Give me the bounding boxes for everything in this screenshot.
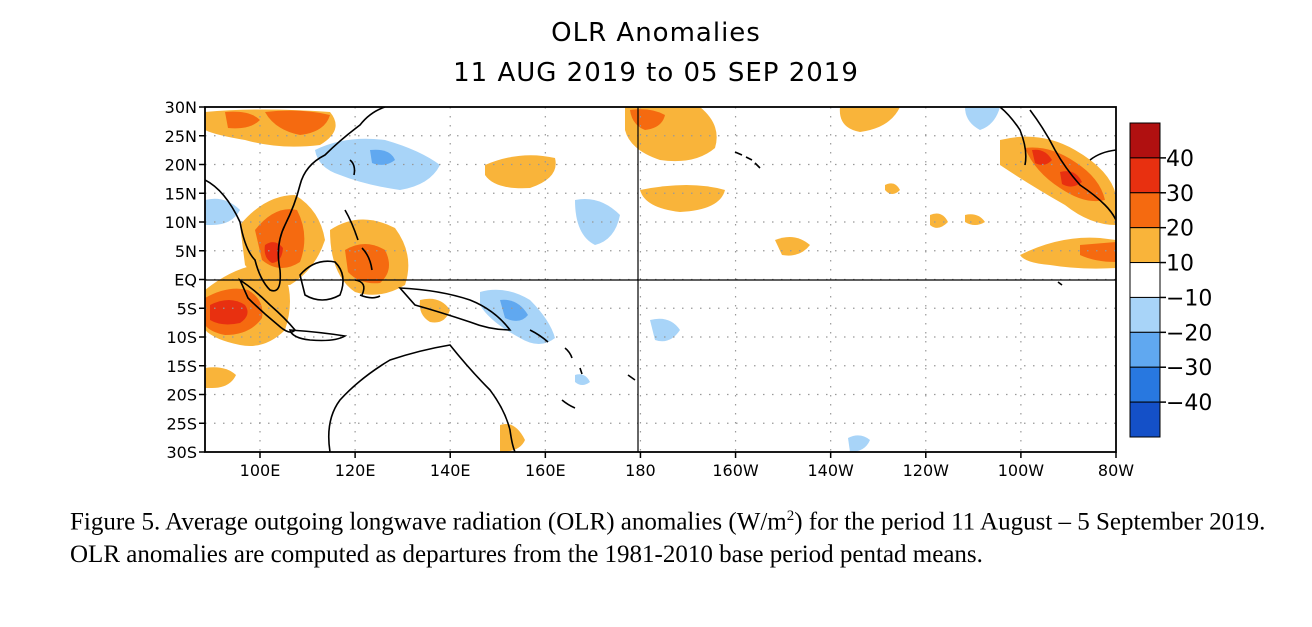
lat-tick-label: 25S xyxy=(166,414,197,433)
lon-tick-label: 140W xyxy=(807,461,854,480)
lon-tick-label: 160E xyxy=(525,461,566,480)
anomaly-positive-region xyxy=(1032,149,1052,165)
lat-tick-label: 30S xyxy=(166,443,197,462)
colorbar-swatch xyxy=(1129,192,1161,229)
map-title: OLR Anomalies xyxy=(551,18,761,48)
lat-tick-label: 20N xyxy=(165,156,197,175)
colorbar-label: 20 xyxy=(1166,217,1194,242)
longitude-axis: 100E 120E 140E 160E 180 160W 140W 120W 100W 80W xyxy=(240,452,1134,480)
lon-tick-label: 180 xyxy=(625,461,656,480)
anomaly-negative-region xyxy=(370,149,395,165)
colorbar-label: 30 xyxy=(1166,182,1194,207)
anomaly-negative-region xyxy=(965,107,1000,130)
olr-anomaly-map: 30N 25N 20N 15N 10N 5N EQ 5S 10S 15S 20S 25S 30S 100… xyxy=(165,98,1213,480)
lat-tick-label: 5S xyxy=(177,299,197,318)
caption-text-2: ) for the period 11 August – 5 September… xyxy=(70,508,1266,569)
colorbar: 40 30 20 10 −10 −20 −30 −40 xyxy=(1129,122,1212,438)
anomaly-positive-region xyxy=(965,214,985,225)
anomaly-positive-region xyxy=(839,107,900,132)
anomaly-positive-region xyxy=(210,300,248,325)
colorbar-swatch xyxy=(1129,262,1161,298)
colorbar-label: −30 xyxy=(1166,356,1212,381)
coastlines xyxy=(205,107,1116,452)
colorbar-swatch xyxy=(1129,296,1161,333)
anomaly-negative-region xyxy=(575,374,590,385)
lon-tick-label: 120W xyxy=(903,461,950,480)
anomaly-positive-region xyxy=(775,236,810,256)
lat-tick-label: 25N xyxy=(165,127,197,146)
colorbar-label: 10 xyxy=(1166,252,1194,277)
latitude-axis: 30N 25N 20N 15N 10N 5N EQ 5S 10S 15S 20S 25S 30S xyxy=(165,98,205,462)
lon-tick-label: 100W xyxy=(998,461,1045,480)
lat-tick-label: 5N xyxy=(175,242,197,261)
colorbar-swatch xyxy=(1129,227,1161,264)
anomaly-positive-region xyxy=(485,155,556,189)
anomaly-positive-region xyxy=(345,244,389,284)
lon-tick-label: 100E xyxy=(240,461,281,480)
lat-tick-label: 15N xyxy=(165,184,197,203)
anomaly-negative-region xyxy=(575,199,620,245)
lat-tick-label: 15S xyxy=(166,357,197,376)
lat-tick-label: 10S xyxy=(166,328,197,347)
lat-tick-label: 10N xyxy=(165,213,197,232)
colorbar-swatch xyxy=(1129,366,1161,403)
lon-tick-label: 120E xyxy=(335,461,376,480)
anomaly-positive-region xyxy=(640,185,725,212)
anomaly-positive-region xyxy=(885,183,900,194)
colorbar-label: 40 xyxy=(1166,147,1194,172)
colorbar-label: −20 xyxy=(1166,321,1212,346)
caption-text-1: Figure 5. Average outgoing longwave radi… xyxy=(70,508,787,536)
colorbar-swatch xyxy=(1129,122,1161,159)
anomaly-positive-region xyxy=(205,367,236,388)
colorbar-label: −40 xyxy=(1166,391,1212,416)
anomaly-positive-region xyxy=(1080,242,1116,262)
caption-superscript: 2 xyxy=(786,508,795,524)
anomaly-shading xyxy=(205,107,1116,452)
anomaly-positive-region xyxy=(265,110,330,135)
anomaly-positive-region xyxy=(1060,171,1082,187)
lat-tick-label: 30N xyxy=(165,98,197,117)
map-subtitle: 11 AUG 2019 to 05 SEP 2019 xyxy=(453,58,859,88)
anomaly-negative-region xyxy=(650,318,680,342)
anomaly-positive-region xyxy=(930,213,948,228)
anomaly-positive-region xyxy=(225,111,260,129)
anomaly-negative-region xyxy=(500,299,528,321)
lon-tick-label: 80W xyxy=(1098,461,1134,480)
colorbar-swatch xyxy=(1129,157,1161,194)
anomaly-positive-region xyxy=(630,109,665,130)
colorbar-label: −10 xyxy=(1166,286,1212,311)
lat-tick-label: EQ xyxy=(174,271,197,290)
figure-caption: Figure 5. Average outgoing longwave radi… xyxy=(70,500,1270,571)
lon-tick-label: 140E xyxy=(430,461,471,480)
colorbar-swatch xyxy=(1129,331,1161,368)
lon-tick-label: 160W xyxy=(712,461,759,480)
lat-tick-label: 20S xyxy=(166,386,197,405)
anomaly-positive-region xyxy=(500,424,525,452)
colorbar-swatch xyxy=(1129,401,1161,438)
anomaly-negative-region xyxy=(848,435,870,452)
